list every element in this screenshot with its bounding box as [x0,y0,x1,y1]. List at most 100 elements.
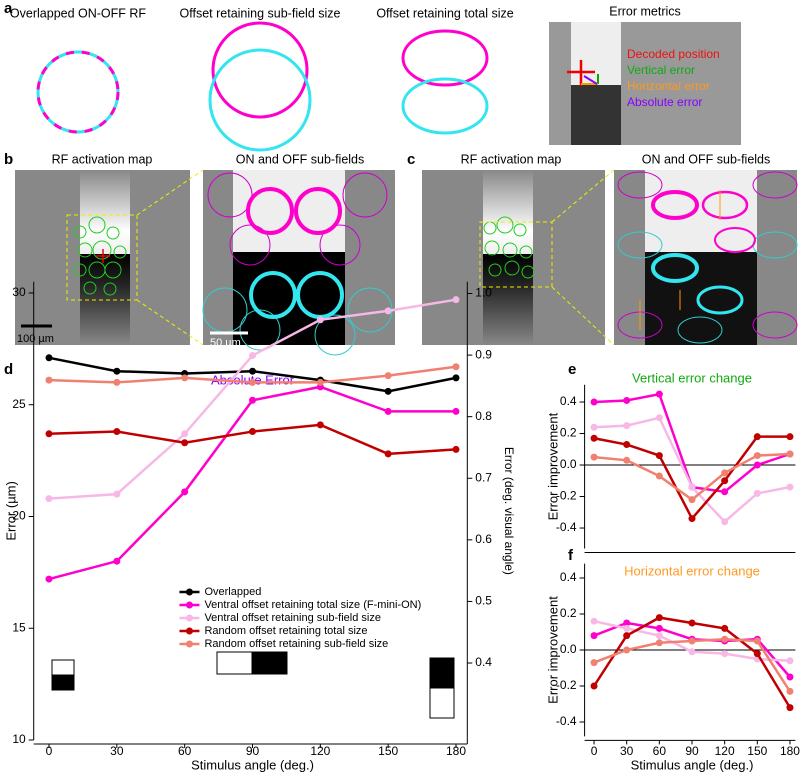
series-line [593,416,791,524]
panel-label: f [568,547,574,564]
chart-title: Horizontal error change [624,563,760,578]
data-point [384,450,392,458]
error-metrics-diagram [549,22,741,145]
legend-label: Ventral offset retaining sub-field size [204,612,381,624]
data-point [316,378,324,386]
x-tick-label: 90 [246,744,260,758]
data-point [655,632,663,640]
data-point [249,378,256,386]
y-tick-label: -0.4 [556,714,577,728]
data-point [384,407,392,415]
y-tick-label: 0.4 [560,394,577,408]
data-point [452,296,460,304]
data-point [384,372,392,380]
data-point [384,307,392,315]
panel-label: b [4,151,13,168]
y-axis-label: Error improvement [545,412,560,520]
data-point [113,490,121,498]
y2-tick-label: 1.0 [475,286,492,300]
data-point [623,646,631,654]
x-tick-label: 180 [446,744,466,758]
series-line [48,385,456,581]
data-point [452,407,460,415]
data-point [688,648,696,656]
scale-bar-label: 100 µm [17,333,54,345]
legend-label: Random offset retaining sub-field size [204,638,388,650]
legend-swatch [185,601,193,609]
x-axis-label: Stimulus angle (deg.) [631,757,754,772]
y-tick-label: 0.0 [560,642,577,656]
data-point [452,374,460,382]
data-point [753,433,761,441]
y-tick-label: 0.2 [560,606,577,620]
x-tick-label: 90 [685,744,699,758]
data-point [113,428,121,436]
data-point [452,363,460,371]
data-point [113,367,121,375]
data-point [623,422,631,430]
data-point [721,488,729,496]
data-point [753,452,761,460]
panel-title: Offset retaining sub-field size [180,6,341,20]
data-point [721,650,729,658]
data-point [113,378,121,386]
data-point [721,635,729,643]
y-tick-label: 10 [12,732,26,746]
data-point [786,450,794,458]
scale-bar-label: 50 µm [210,337,241,349]
x-tick-label: 0 [46,744,53,758]
panel-title: RF activation map [52,152,153,166]
data-point [688,496,696,504]
y2-tick-label: 0.8 [475,409,492,423]
y-tick-label: 0.0 [560,457,577,471]
y-tick-label: 15 [12,620,26,634]
data-point [181,374,189,382]
data-point [688,515,696,523]
data-point [655,639,663,647]
y-axis-label: Error (µm) [3,481,18,540]
data-point [590,398,598,406]
data-point [655,390,663,398]
legend-label: Overlapped [204,586,261,598]
rf-activation-image [422,169,615,346]
x-tick-label: 60 [653,744,667,758]
data-point [655,614,663,622]
data-point [753,637,761,645]
y2-tick-label: 0.7 [475,470,492,484]
y-tick-label: 25 [12,397,26,411]
x-tick-label: 0 [591,744,598,758]
data-point [181,430,189,438]
data-point [786,433,794,441]
rf-diagrams [36,21,489,152]
series-line [593,637,792,693]
data-point [721,624,729,632]
panel-label: c [407,151,415,168]
panel-title: ON and OFF sub-fields [642,152,771,166]
data-point [249,352,256,360]
y-tick-label: -0.4 [556,520,577,534]
data-point [688,637,696,645]
data-point [753,461,761,469]
data-point [45,575,53,583]
data-point [623,456,631,464]
data-point [786,687,794,695]
panel-title: Error metrics [609,4,681,18]
x-tick-label: 180 [780,744,800,758]
y2-tick-label: 0.5 [475,594,492,608]
legend-label: Decoded position [627,47,720,61]
data-point [655,452,663,460]
data-point [786,657,794,665]
stimulus-icons [51,651,455,719]
data-point [590,659,598,667]
x-tick-label: 60 [178,744,192,758]
data-point [590,434,598,442]
data-point [181,488,189,496]
data-point [655,624,663,632]
sub-field-image [614,170,798,345]
data-point [623,619,631,627]
data-point [45,430,53,438]
y2-axis-label: Error (deg. visual angle) [502,447,516,575]
data-point [623,632,631,640]
y2-tick-label: 0.9 [475,347,492,361]
